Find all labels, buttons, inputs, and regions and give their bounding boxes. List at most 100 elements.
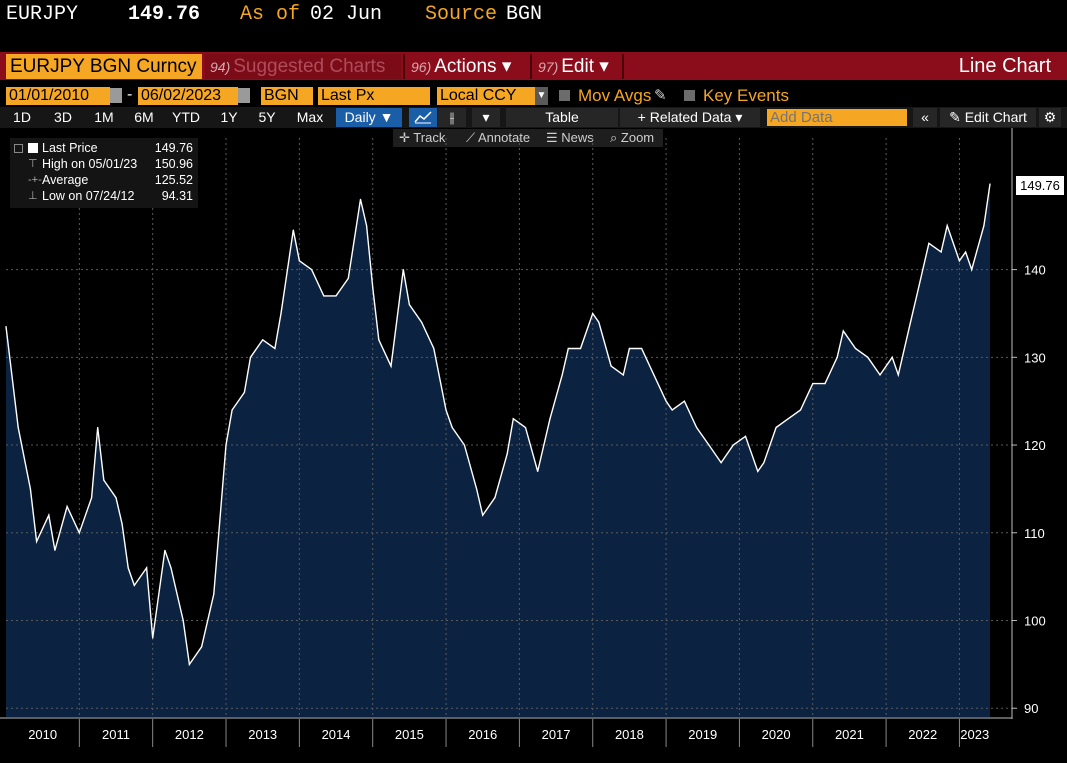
price-point	[928, 242, 930, 244]
actions-number: 96)	[411, 59, 432, 75]
price-point	[262, 339, 264, 341]
high-marker-icon: ⊤	[28, 158, 38, 170]
end-date-field[interactable]: 06/02/2023	[138, 87, 238, 105]
period-1d-button[interactable]: 1D	[13, 109, 31, 125]
x-tick-label: 2018	[615, 727, 644, 742]
table-button[interactable]: Table	[506, 108, 618, 127]
mov-avgs-label[interactable]: Mov Avgs	[578, 86, 652, 105]
gear-icon[interactable]: ⚙	[1039, 108, 1061, 127]
price-point	[5, 326, 7, 328]
line-chart-icon[interactable]	[409, 108, 437, 127]
price-point	[188, 663, 190, 666]
x-tick-label: 2015	[395, 727, 424, 742]
price-point	[146, 567, 148, 569]
legend-average-label: Average	[42, 173, 89, 187]
as-of-date: 02 Jun	[310, 3, 383, 26]
price-point	[182, 619, 184, 622]
price-point	[971, 269, 973, 271]
suggested-charts-button[interactable]: 94) Suggested Charts	[205, 54, 401, 79]
price-point	[463, 444, 465, 446]
price-field-select[interactable]: Last Px	[318, 87, 430, 105]
period-ytd-button[interactable]: YTD	[172, 109, 200, 125]
period-3d-button[interactable]: 3D	[54, 109, 72, 125]
price-point	[891, 356, 893, 358]
start-date-field[interactable]: 01/01/2010	[6, 87, 110, 105]
price-point	[445, 409, 447, 411]
price-point	[732, 444, 734, 446]
price-point	[323, 295, 325, 297]
security-field[interactable]: EURJPY BGN Curncy	[6, 54, 202, 79]
edit-menu[interactable]: 97) Edit ▾	[533, 54, 621, 79]
period-5y-button[interactable]: 5Y	[258, 109, 276, 125]
add-data-input[interactable]	[767, 109, 907, 126]
legend-low: ⊥ Low on 07/24/12 94.31	[10, 188, 198, 204]
key-events-label[interactable]: Key Events	[703, 86, 789, 105]
price-point	[298, 260, 300, 262]
price-point	[476, 488, 478, 490]
price-point	[494, 497, 496, 499]
price-point	[867, 356, 869, 358]
price-point	[842, 330, 844, 332]
news-tool[interactable]: ☰ News	[546, 130, 594, 146]
price-point	[579, 347, 582, 350]
mov-avgs-checkbox[interactable]	[559, 90, 570, 101]
price-point	[683, 400, 686, 402]
pencil-icon[interactable]: ✎	[654, 87, 667, 104]
price-point	[824, 383, 826, 385]
collapse-box-icon[interactable]	[14, 144, 23, 153]
period-6m-button[interactable]: 6M	[134, 109, 154, 125]
price-point	[402, 269, 404, 271]
price-point	[506, 453, 508, 455]
price-point	[628, 347, 631, 350]
bar-chart-icon[interactable]: ⫲	[438, 108, 466, 127]
key-events-checkbox[interactable]	[684, 90, 695, 101]
legend-low-label: Low on 07/24/12	[42, 189, 135, 203]
pencil-icon: ⟋	[466, 130, 476, 145]
period-max-button[interactable]: Max	[296, 109, 324, 125]
currency-select[interactable]: Local CCY	[437, 87, 535, 105]
series-swatch	[28, 143, 38, 153]
track-tool[interactable]: ✛ Track	[399, 130, 445, 146]
collapse-icon[interactable]: «	[913, 108, 937, 127]
price-point	[965, 251, 967, 253]
price-point	[958, 260, 961, 262]
calendar-icon[interactable]	[238, 88, 250, 103]
price-chart[interactable]: 90 100 110 120 130 140 2010 2011 2012 2013 2014 201…	[0, 128, 1067, 763]
pencil-icon: ✎	[949, 109, 961, 125]
price-point	[946, 225, 948, 227]
zoom-tool[interactable]: ⌕ Zoom	[610, 130, 654, 146]
price-point	[152, 637, 154, 639]
price-point	[66, 505, 68, 508]
related-data-button[interactable]: + Related Data ▾	[620, 108, 760, 127]
period-1m-button[interactable]: 1M	[94, 109, 114, 125]
price-point	[708, 444, 710, 446]
as-of-label: As of	[240, 3, 301, 26]
chart-style-dropdown[interactable]: ▾	[472, 108, 500, 127]
price-point	[763, 462, 765, 464]
price-point	[641, 347, 643, 350]
x-tick-label: 2013	[248, 727, 277, 742]
edit-chart-label: Edit Chart	[964, 109, 1027, 125]
chevron-down-icon[interactable]: ▼	[535, 87, 548, 105]
source-label: Source	[425, 3, 498, 26]
actions-menu[interactable]: 96) Actions ▾	[405, 54, 529, 79]
price-point	[133, 584, 135, 586]
legend-last-price-value: 149.76	[154, 141, 193, 155]
price-point	[54, 549, 56, 551]
frequency-select[interactable]: Daily ▼	[336, 108, 402, 127]
price-point	[311, 269, 313, 271]
period-1y-button[interactable]: 1Y	[220, 109, 238, 125]
annotate-tool[interactable]: ⟋ Annotate	[466, 130, 530, 146]
y-tick-label: 90	[1024, 701, 1038, 716]
price-point	[940, 251, 942, 253]
edit-chart-button[interactable]: ✎ Edit Chart	[940, 108, 1036, 127]
calendar-icon[interactable]	[110, 88, 122, 103]
price-point	[121, 523, 123, 525]
annotate-label: Annotate	[478, 130, 531, 145]
price-point	[249, 356, 252, 358]
pricing-source-field[interactable]: BGN	[261, 87, 313, 105]
last-price-tag: 149.76	[1016, 176, 1064, 195]
price-point	[549, 418, 551, 420]
price-point	[29, 488, 31, 490]
x-tick-label: 2017	[542, 727, 571, 742]
